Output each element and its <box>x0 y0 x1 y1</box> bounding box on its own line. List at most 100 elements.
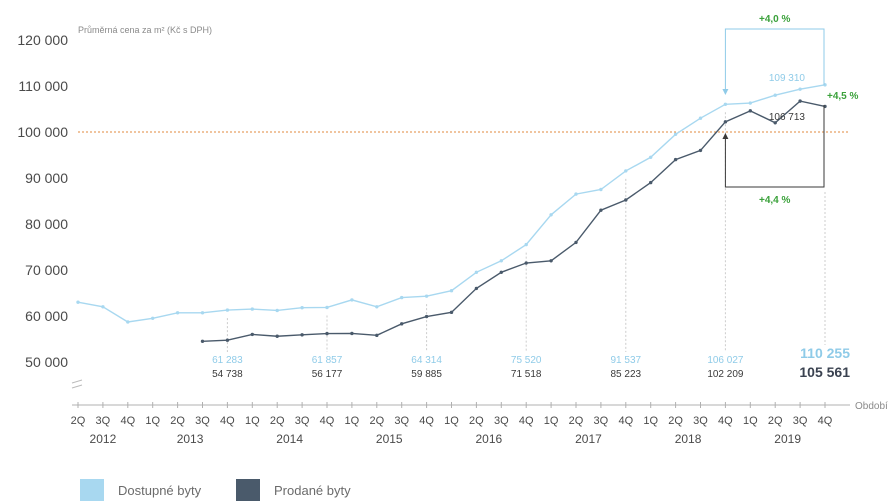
y-axis-title: Průměrná cena za m² (Kč s DPH) <box>78 25 212 35</box>
data-point-prodane <box>424 314 429 319</box>
x-tick-label: 3Q <box>494 415 509 427</box>
bottom-bracket-arrow <box>722 133 729 139</box>
data-point-prodane <box>748 109 752 113</box>
year-label: 2013 <box>177 432 204 446</box>
x-tick-label: 1Q <box>245 415 260 427</box>
data-point-dostupne <box>449 289 454 293</box>
data-point-dostupne <box>424 294 429 298</box>
x-tick-label: 4Q <box>519 415 534 427</box>
data-point-prodane <box>649 180 653 185</box>
x-tick-label: 2Q <box>170 415 185 427</box>
x-tick-label: 4Q <box>618 415 633 427</box>
label-dostupne-near-end: 109 310 <box>769 73 806 84</box>
annotation-value-prodane: 71 518 <box>511 369 542 380</box>
data-point-dostupne <box>499 259 503 263</box>
annotation-value-prodane: 85 223 <box>611 369 642 380</box>
data-point-prodane <box>798 99 802 103</box>
x-tick-label: 3Q <box>96 415 111 427</box>
data-point-prodane <box>549 259 553 263</box>
data-point-dostupne <box>250 307 254 311</box>
data-point-prodane <box>250 332 254 337</box>
y-tick-label: 110 000 <box>18 78 68 94</box>
data-point-prodane <box>350 331 354 336</box>
data-point-dostupne <box>151 316 155 320</box>
x-tick-label: 1Q <box>145 415 160 427</box>
data-point-prodane <box>499 270 503 274</box>
bottom-bracket <box>724 105 825 188</box>
annotation-value-dostupne: 61 857 <box>312 355 343 366</box>
data-point-prodane <box>400 322 404 326</box>
annotation-value-prodane: 59 885 <box>411 369 442 380</box>
data-point-dostupne <box>748 101 752 105</box>
year-label: 2012 <box>90 432 117 446</box>
x-tick-label: 1Q <box>345 415 360 427</box>
price-chart: 120 000 110 000 100 000 90 000 80 000 70 000 6… <box>17 14 888 446</box>
data-point-dostupne <box>798 87 802 91</box>
label-prodane-near-end: 106 713 <box>769 112 806 123</box>
annotation-value-prodane: 56 177 <box>312 369 343 380</box>
x-tick-label: 2Q <box>569 415 584 427</box>
data-point-dostupne <box>126 320 130 324</box>
data-point-dostupne <box>375 305 379 309</box>
data-point-dostupne <box>200 311 205 315</box>
top-bracket <box>724 28 825 91</box>
data-point-prodane <box>723 120 728 124</box>
x-tick-label: 2Q <box>369 415 384 427</box>
year-label: 2019 <box>774 432 801 446</box>
annotation-value-dostupne: 61 283 <box>212 355 243 366</box>
y-tick-label: 60 000 <box>25 308 68 324</box>
x-tick-label: 1Q <box>643 415 658 427</box>
x-tick-label: 3Q <box>195 415 210 427</box>
annotation-value-dostupne: 64 314 <box>411 355 442 366</box>
legend-label-dostupne: Dostupné byty <box>118 482 202 498</box>
annotation-value-dostupne: 106 027 <box>707 355 744 366</box>
callout-top-pct: +4,0 % <box>759 14 791 25</box>
axis-break-mark <box>71 384 83 389</box>
x-tick-label: 1Q <box>544 415 559 427</box>
series-line-dostupne <box>77 84 826 323</box>
annotation-value-dostupne: 91 537 <box>611 355 642 366</box>
y-axis: 120 000 110 000 100 000 90 000 80 000 70 000 6… <box>17 32 83 389</box>
data-point-dostupne <box>400 295 404 300</box>
y-tick-label: 100 000 <box>17 124 68 140</box>
data-point-dostupne <box>698 116 703 120</box>
legend-swatch-prodane <box>236 479 260 501</box>
year-label: 2017 <box>575 432 602 446</box>
y-tick-label: 70 000 <box>25 262 68 278</box>
x-tick-label: 4Q <box>818 415 833 427</box>
annotation-value-prodane: 102 209 <box>707 369 744 380</box>
data-point-prodane <box>449 310 454 315</box>
final-value-prodane: 105 561 <box>799 364 850 380</box>
data-point-dostupne <box>624 169 628 173</box>
data-point-dostupne <box>350 298 354 302</box>
x-tick-label: 2Q <box>71 415 86 427</box>
change-callouts: +4,0 % +4,4 % +4,5 % 109 310 106 713 110 255 1… <box>722 14 859 380</box>
x-tick-label: 4Q <box>120 415 135 427</box>
x-tick-label: 4Q <box>718 415 733 427</box>
x-tick-label: 2Q <box>469 415 484 427</box>
year-label: 2016 <box>475 432 502 446</box>
drop-lines <box>226 112 826 352</box>
callout-bottom-pct: +4,4 % <box>759 195 791 206</box>
year-label: 2014 <box>276 432 303 446</box>
legend: Dostupné byty <box>80 479 201 501</box>
x-tick-label: 3Q <box>394 415 409 427</box>
y-tick-label: 120 000 <box>17 32 68 48</box>
data-point-prodane <box>375 333 379 338</box>
data-point-prodane <box>773 121 777 125</box>
data-point-dostupne <box>673 132 678 136</box>
series-lines <box>76 83 827 343</box>
x-tick-label: 4Q <box>419 415 434 427</box>
x-tick-label: 2Q <box>270 415 285 427</box>
data-point-dostupne <box>599 187 603 192</box>
data-point-prodane <box>325 331 329 336</box>
x-tick-label: 2Q <box>768 415 783 427</box>
year-label: 2018 <box>675 432 702 446</box>
top-bracket-arrow <box>722 89 729 95</box>
legend-swatch-dostupne <box>80 479 104 501</box>
callout-right-pct: +4,5 % <box>827 91 859 102</box>
data-point-dostupne <box>101 305 105 309</box>
x-tick-label: 4Q <box>320 415 335 427</box>
year-label: 2015 <box>376 432 403 446</box>
data-point-dostupne <box>474 270 479 274</box>
